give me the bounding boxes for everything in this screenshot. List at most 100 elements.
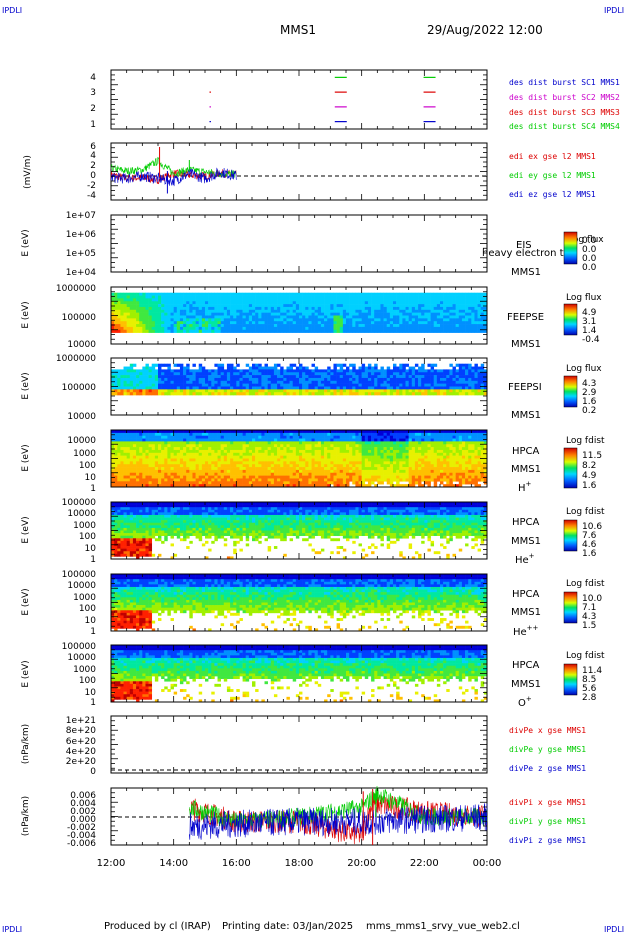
spectro-cell xyxy=(377,292,381,296)
spectro-cell xyxy=(380,324,384,328)
spectro-cell xyxy=(389,312,394,316)
spectro-cell xyxy=(355,441,359,445)
spectro-cell xyxy=(393,389,397,393)
spectro-cell xyxy=(324,329,328,333)
spectro-cell xyxy=(142,306,146,311)
spectro-cell xyxy=(399,312,403,316)
spectro-cell xyxy=(299,441,303,445)
spectro-cell xyxy=(192,301,196,305)
spectro-cell xyxy=(471,304,475,308)
spectro-cell xyxy=(248,312,253,316)
spectro-cell xyxy=(192,392,196,396)
spectro-cell xyxy=(299,312,303,316)
spectro-cell xyxy=(455,383,460,387)
spectro-cell xyxy=(311,467,315,471)
spectro-cell xyxy=(377,478,381,482)
spectro-cell xyxy=(208,372,212,376)
spectro-cell xyxy=(458,309,463,313)
spectro-cell xyxy=(336,312,341,316)
spectro-cell xyxy=(317,383,322,387)
spectro-cell xyxy=(145,392,149,396)
spectro-cell xyxy=(252,392,256,396)
spectro-cell xyxy=(179,455,184,459)
spectro-cell xyxy=(226,324,231,328)
spectro-cell xyxy=(126,301,131,305)
spectro-cell xyxy=(245,309,250,313)
spectro-cell xyxy=(195,312,200,316)
spectro-cell xyxy=(214,458,218,462)
spectro-cell xyxy=(311,369,315,373)
spectro-cell xyxy=(352,295,356,299)
spectro-cell xyxy=(352,372,356,376)
spectro-cell xyxy=(468,363,472,367)
spectro-cell xyxy=(352,478,356,482)
spectro-cell xyxy=(198,458,203,462)
spectro-cell xyxy=(311,484,315,488)
spectro-cell xyxy=(349,449,353,454)
spectro-cell xyxy=(295,366,300,370)
spectro-cell xyxy=(424,447,428,451)
spectro-cell xyxy=(255,321,259,325)
spectro-cell xyxy=(242,461,247,465)
spectro-cell xyxy=(443,326,447,331)
spectro-cell xyxy=(129,363,134,367)
spectro-cell xyxy=(239,301,243,305)
spectro-cell xyxy=(305,458,309,462)
spectro-cell xyxy=(311,295,315,299)
spectro-cell xyxy=(186,441,190,445)
spectro-cell xyxy=(217,392,221,396)
spectro-cell xyxy=(289,326,294,331)
spectro-cell xyxy=(414,469,419,474)
spectro-cell xyxy=(161,329,165,333)
spectro-cell xyxy=(145,386,149,390)
spectro-cell xyxy=(295,326,300,331)
spectro-cell xyxy=(114,315,118,319)
spectro-cell xyxy=(477,372,482,376)
spectro-cell xyxy=(364,438,369,442)
spectro-cell xyxy=(208,306,212,311)
spectro-cell xyxy=(302,309,306,313)
spectro-cell xyxy=(123,375,127,379)
spectro-cell xyxy=(477,292,482,296)
spectro-cell xyxy=(264,444,268,448)
spectro-cell xyxy=(258,321,262,325)
spectro-cell xyxy=(367,329,372,333)
spectro-cell xyxy=(132,435,137,439)
spectro-cell xyxy=(436,326,441,331)
spectro-cell xyxy=(330,318,334,322)
spectro-cell xyxy=(292,372,297,376)
spectro-cell xyxy=(283,430,287,434)
spectro-cell xyxy=(248,430,253,434)
spectro-cell xyxy=(230,432,234,436)
spectro-cell xyxy=(186,304,190,308)
spectro-cell xyxy=(349,321,353,325)
spectro-cell xyxy=(299,461,303,465)
spectro-cell xyxy=(154,432,159,436)
spectro-cell xyxy=(346,318,350,322)
spectro-cell xyxy=(173,484,178,488)
spectro-cell xyxy=(480,369,485,373)
eis-cbar-title: Log flux xyxy=(568,235,604,245)
spectro-cell xyxy=(195,292,200,296)
spectro-cell xyxy=(352,301,356,305)
spectro-cell xyxy=(245,467,250,471)
spectro-cell xyxy=(317,306,322,311)
spectro-cell xyxy=(151,447,156,451)
spectro-cell xyxy=(302,326,306,331)
spectro-cell xyxy=(452,309,456,313)
spectro-cell xyxy=(433,306,438,311)
spectro-cell xyxy=(421,461,425,465)
mission-title: MMS1 xyxy=(280,23,316,37)
spectro-cell xyxy=(289,467,294,471)
spectro-cell xyxy=(402,292,406,296)
spectro-cell xyxy=(223,295,228,299)
spectro-cell xyxy=(465,375,469,379)
spectro-cell xyxy=(380,292,384,296)
spectro-cell xyxy=(380,435,384,439)
spectro-cell xyxy=(170,478,174,482)
spectro-cell xyxy=(151,366,156,370)
spectro-cell xyxy=(132,475,137,479)
spectro-cell xyxy=(302,389,306,393)
spectro-cell xyxy=(424,458,428,462)
spectro-cell xyxy=(402,372,406,376)
